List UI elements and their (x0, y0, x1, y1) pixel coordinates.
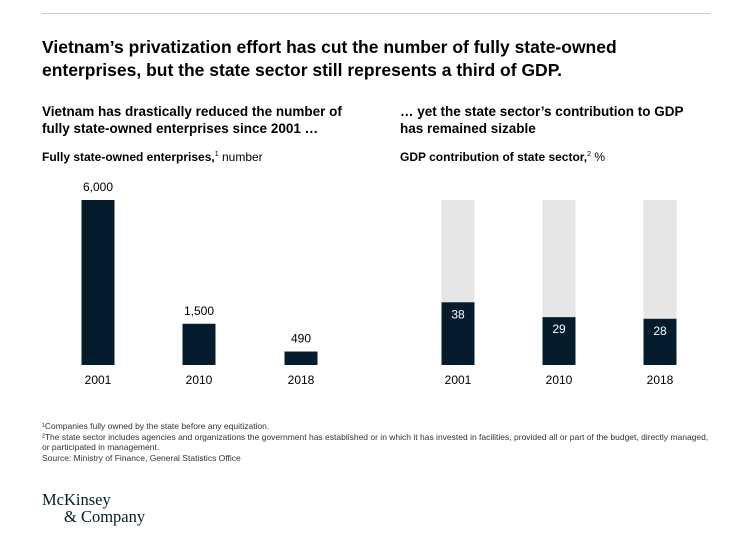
top-rule (42, 13, 710, 14)
value-label-enterprises-2018: 490 (291, 332, 311, 346)
right-chart-subtitle: … yet the state sector’s contribution to… (400, 104, 684, 136)
value-label-gdp-2010: 29 (552, 322, 566, 336)
left-axis-unit: number (221, 150, 263, 164)
bar-enterprises-2018 (284, 351, 318, 365)
bar-enterprises-2010 (182, 323, 216, 365)
logo-line-2: & Company (64, 507, 146, 526)
right-axis-label-bold: GDP contribution of state sector, (400, 150, 588, 164)
footnote-1: ¹Companies fully owned by the state befo… (42, 421, 270, 431)
source-note: Source: Ministry of Finance, General Sta… (42, 452, 241, 463)
bar-gdp-2018 (643, 318, 677, 365)
tick-label-gdp-2010: 2010 (546, 373, 573, 387)
value-label-enterprises-2001: 6,000 (83, 180, 113, 194)
tick-label-enterprises-2018: 2018 (288, 373, 315, 387)
bar-gdp-2010 (542, 317, 576, 365)
left-axis-label: Fully state-owned enterprises,1 number (42, 150, 263, 164)
footnote-ref-1: 1 (214, 151, 219, 158)
tick-label-gdp-2018: 2018 (647, 373, 674, 387)
right-axis-label: GDP contribution of state sector,2 % (400, 150, 605, 164)
tick-label-enterprises-2001: 2001 (85, 373, 112, 387)
value-label-gdp-2001: 38 (451, 307, 465, 321)
left-chart-subtitle: Vietnam has drastically reduced the numb… (42, 104, 342, 136)
chart-title: Vietnam’s privatization effort has cut t… (42, 37, 617, 80)
bar-gdp-2001 (441, 302, 475, 365)
value-label-enterprises-2010: 1,500 (184, 304, 214, 318)
footnote-ref-2: 2 (587, 151, 592, 158)
footnote-2: ²The state sector includes agencies and … (42, 431, 709, 453)
tick-label-gdp-2001: 2001 (445, 373, 472, 387)
bar-enterprises-2001 (81, 200, 115, 365)
value-label-gdp-2018: 28 (653, 324, 667, 338)
logo-line-1: McKinsey (42, 490, 111, 509)
left-axis-label-bold: Fully state-owned enterprises, (42, 150, 215, 164)
tick-label-enterprises-2010: 2010 (186, 373, 213, 387)
mckinsey-logo: McKinsey & Company (42, 491, 145, 525)
footnotes: ¹Companies fully owned by the state befo… (42, 421, 712, 463)
right-axis-unit: % (594, 150, 606, 164)
